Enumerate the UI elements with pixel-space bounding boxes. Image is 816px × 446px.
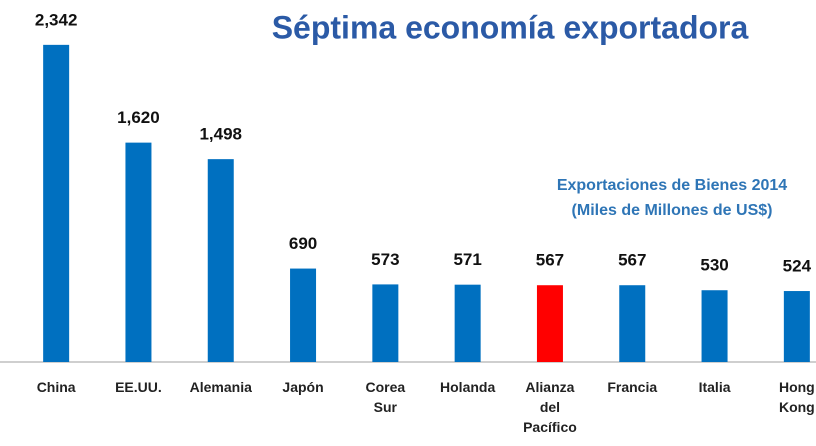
- x-tick-label: Alianza del Pacífico: [523, 379, 577, 435]
- data-label: 524: [783, 257, 812, 276]
- data-label: 571: [453, 250, 481, 269]
- x-tick-label: Corea Sur: [365, 379, 406, 415]
- data-label: 1,620: [117, 108, 160, 127]
- data-label: 1,498: [199, 125, 242, 144]
- bar: [454, 284, 481, 362]
- subtitle: Exportaciones de Bienes 2014: [557, 177, 787, 194]
- bar: [290, 268, 317, 362]
- x-tick-label: China: [36, 379, 76, 395]
- x-tick-label: Hong Kong: [778, 379, 815, 415]
- data-label: 2,342: [35, 10, 78, 29]
- bar: [207, 159, 234, 362]
- bar: [536, 285, 563, 362]
- bar: [43, 44, 70, 363]
- x-tick-label: Alemania: [189, 379, 252, 395]
- bar: [783, 291, 810, 362]
- bar: [372, 284, 399, 362]
- bar: [619, 285, 646, 362]
- data-label: 573: [371, 250, 399, 269]
- chart-title: Séptima economía exportadora: [272, 9, 749, 45]
- data-label: 567: [536, 251, 564, 270]
- bar: [701, 290, 728, 362]
- x-tick-label: Holanda: [440, 379, 496, 395]
- subtitle: (Miles de Millones de US$): [572, 202, 773, 219]
- x-tick-label: Italia: [698, 379, 731, 395]
- data-label: 690: [289, 234, 317, 253]
- bar: [125, 142, 152, 362]
- data-label: 567: [618, 251, 646, 270]
- x-tick-label: EE.UU.: [115, 379, 162, 395]
- data-label: 530: [700, 256, 728, 275]
- x-tick-label: Francia: [607, 379, 658, 395]
- x-tick-label: Japón: [282, 379, 324, 395]
